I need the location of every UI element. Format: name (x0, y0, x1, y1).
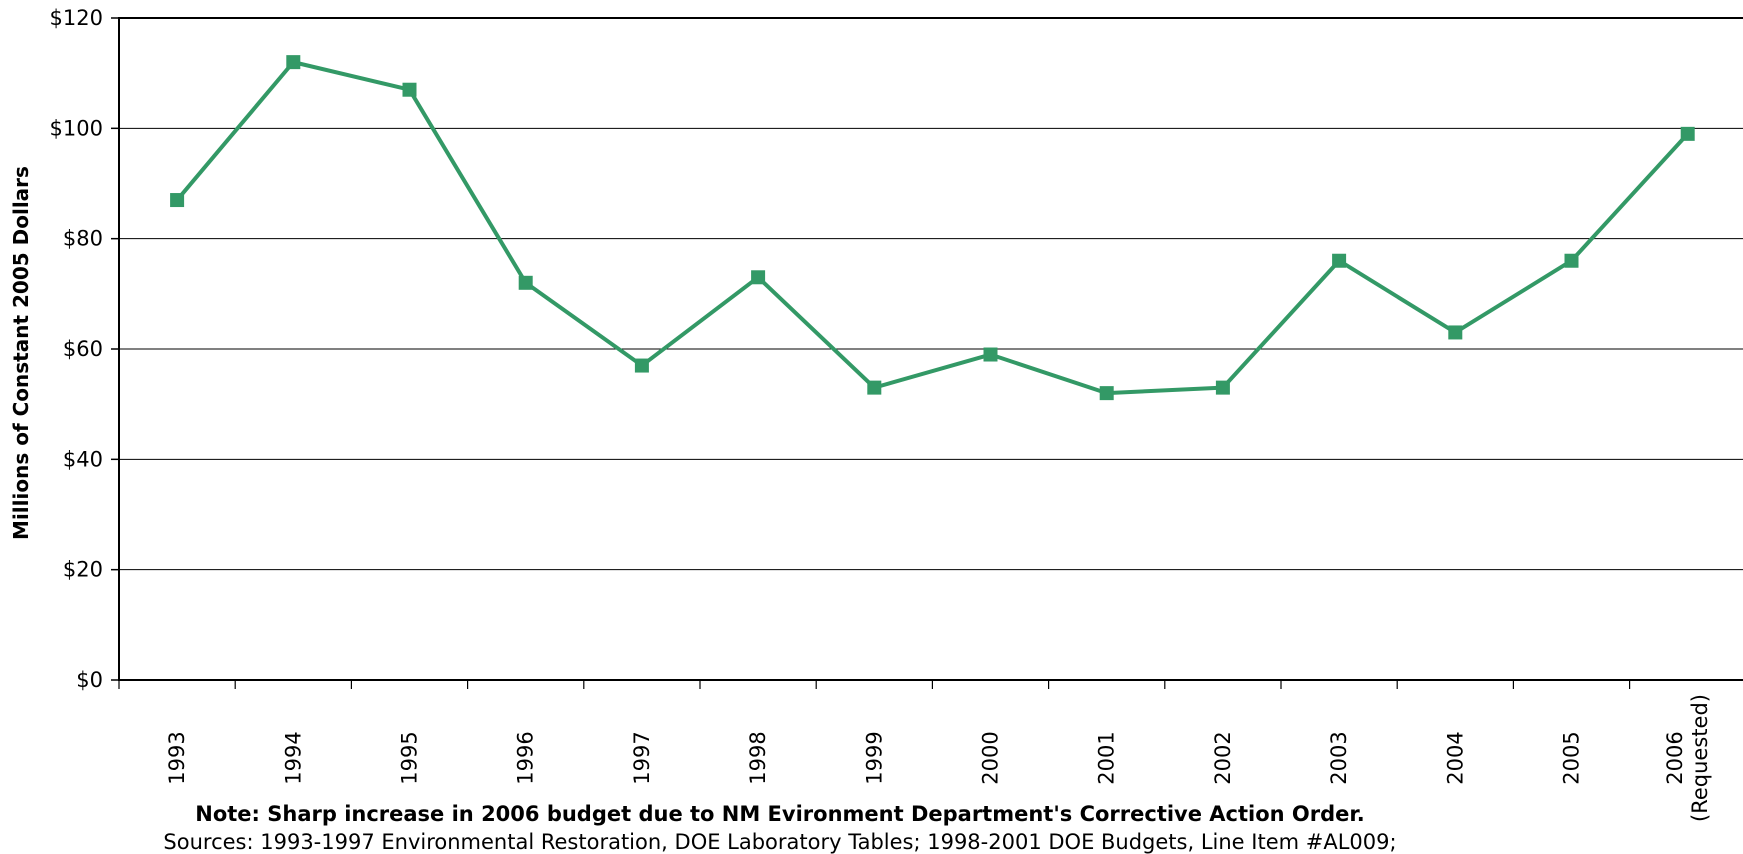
y-tick-label: $100 (50, 116, 103, 140)
y-tick-label: $0 (76, 668, 103, 692)
y-tick-label: $40 (63, 447, 103, 471)
data-point (519, 276, 533, 290)
x-tick-label: (Requested) (1688, 694, 1712, 822)
chart-sources: Sources: 1993-1997 Environmental Restora… (0, 830, 1560, 854)
series-line (177, 62, 1688, 393)
y-tick-label: $80 (63, 227, 103, 251)
x-tick-label: 2003 (1327, 731, 1351, 784)
data-point (1100, 386, 1114, 400)
data-point (751, 270, 765, 284)
y-axis-ticks: $0 $20 $40 $60 $80 $100 $120 (50, 6, 119, 692)
x-tick-label: 1999 (862, 731, 886, 784)
data-point (1448, 325, 1462, 339)
data-point (635, 359, 649, 373)
data-point (403, 83, 417, 97)
data-point (286, 55, 300, 69)
chart-note: Note: Sharp increase in 2006 budget due … (0, 802, 1560, 826)
y-tick-label: $60 (63, 337, 103, 361)
x-tick-label: 1997 (630, 731, 654, 784)
data-point (1332, 254, 1346, 268)
data-point (1681, 127, 1695, 141)
x-tick-label: 2001 (1095, 731, 1119, 784)
data-point (1565, 254, 1579, 268)
x-tick-label: 1993 (165, 731, 189, 784)
x-tick-label: 2000 (979, 731, 1003, 784)
x-tick-label: 2002 (1211, 731, 1235, 784)
gridlines (119, 18, 1743, 570)
x-tick-label: 2005 (1560, 731, 1584, 784)
data-point (1216, 381, 1230, 395)
x-tick-label: 1998 (746, 731, 770, 784)
y-tick-label: $120 (50, 6, 103, 30)
y-tick-label: $20 (63, 558, 103, 582)
data-point (984, 348, 998, 362)
x-axis-ticks: 1993 1994 1995 1996 1997 1998 1999 2000 2001 2002… (119, 680, 1712, 822)
x-tick-label: 2006 (1663, 731, 1687, 784)
x-tick-label: 1996 (514, 731, 538, 784)
x-tick-label: 2004 (1443, 731, 1467, 784)
data-point (867, 381, 881, 395)
x-tick-label: 1994 (281, 731, 305, 784)
y-axis-label: Millions of Constant 2005 Dollars (9, 166, 33, 540)
x-tick-label: 1995 (398, 731, 422, 784)
data-point (170, 193, 184, 207)
series-group (170, 55, 1695, 400)
